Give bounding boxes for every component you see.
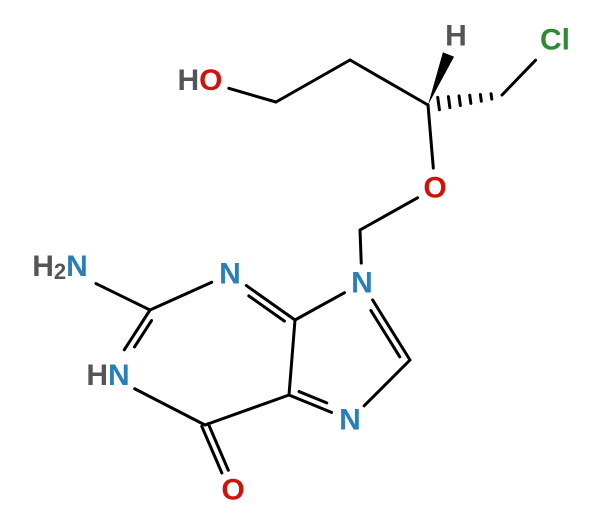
atom-Cl: Cl [540,24,570,57]
atom-HN: HN [86,359,129,392]
atom-Htop: H [445,20,467,53]
chemical-structure: Cl H HO O N N H2N HN N O [0,0,600,515]
atom-O1: O [423,172,446,205]
atoms-layer: Cl H HO O N N H2N HN N O [32,20,570,507]
atom-HO: HO [177,64,222,97]
atom-N9: N [351,267,373,300]
atom-N3: N [219,258,241,291]
atom-H2N: H2N [32,250,88,285]
atom-N7: N [339,404,361,437]
bonds-layer [96,52,536,473]
atom-Oket: O [221,474,244,507]
